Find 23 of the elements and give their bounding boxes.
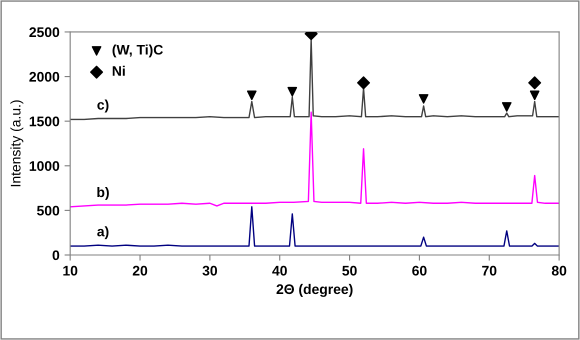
- y-tick-label: 1500: [30, 116, 60, 126]
- series-label: c): [97, 100, 108, 112]
- legend-label: (W, Ti)C: [112, 44, 163, 58]
- y-tick-label: 2000: [29, 72, 60, 82]
- x-tick-label: 70: [482, 266, 496, 276]
- y-axis-title: Intensity (a.u.): [10, 100, 24, 186]
- y-tick-label: 2500: [29, 27, 60, 38]
- x-tick-label: 30: [202, 266, 218, 276]
- y-tick-label: 0: [52, 250, 60, 260]
- series-label: a): [97, 226, 108, 240]
- x-tick-label: 40: [272, 266, 287, 276]
- x-axis-title: 2Θ (degree): [276, 284, 353, 297]
- line-series: [70, 206, 560, 247]
- series-label: b): [97, 186, 109, 200]
- line-series: [70, 112, 560, 208]
- x-tick-label: 60: [412, 266, 427, 276]
- x-tick-label: 10: [63, 266, 78, 276]
- x-tick-label: 20: [132, 266, 148, 276]
- y-tick-label: 1000: [30, 161, 60, 171]
- y-tick-label: 500: [37, 206, 60, 216]
- x-tick-label: 50: [342, 266, 357, 276]
- legend-label: Ni: [112, 66, 125, 76]
- x-tick-label: 80: [552, 266, 566, 276]
